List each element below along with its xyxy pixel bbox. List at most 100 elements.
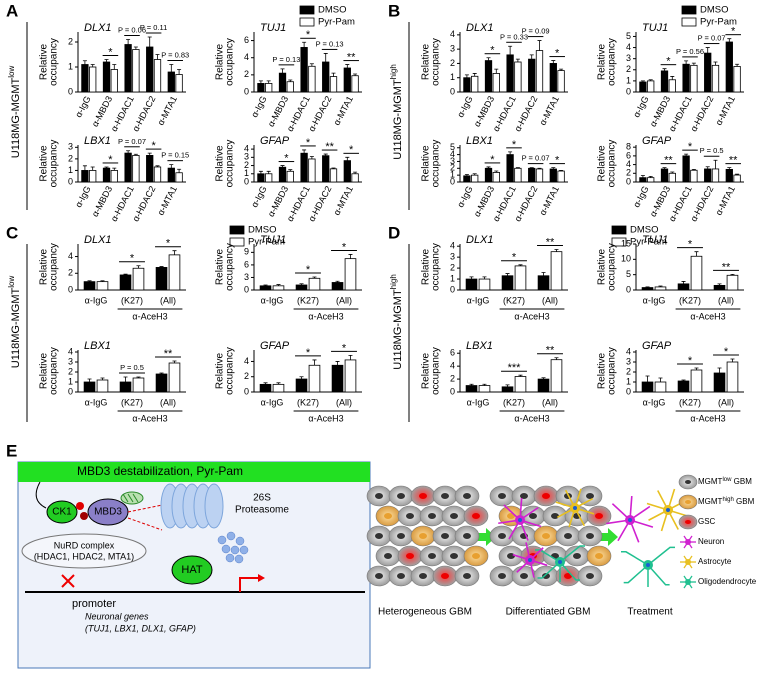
bar: [89, 170, 97, 183]
error-bar: [159, 372, 164, 374]
error-bar: [172, 250, 177, 255]
legend-label: Pyr-Pam: [318, 17, 355, 28]
nucleus: [595, 513, 603, 519]
y-axis-label: occupancy: [49, 347, 60, 395]
bar: [257, 83, 265, 93]
y-tick-label: 2: [244, 160, 249, 170]
y-axis-label: Relative: [39, 145, 50, 182]
y-tick-label: 2: [68, 268, 73, 278]
x-tick-label: α-IgG: [249, 94, 268, 119]
bar: [257, 173, 265, 183]
x-tick-label: α-IgG: [249, 184, 268, 209]
significance-label: ***: [508, 362, 522, 374]
error-bar: [87, 280, 92, 282]
bar: [535, 168, 544, 183]
error-bar: [133, 46, 138, 50]
x-tick-label: α-IgG: [455, 184, 474, 209]
error-bar: [486, 166, 491, 169]
y-tick-label: 6: [626, 150, 631, 160]
y-tick-label: 4: [450, 241, 455, 251]
y-axis-label: occupancy: [225, 347, 236, 395]
nucleus: [406, 513, 414, 519]
bar: [639, 177, 647, 183]
error-bar: [309, 156, 314, 159]
bar: [641, 287, 654, 291]
error-bar: [694, 367, 699, 370]
y-tick-label: 4: [244, 52, 249, 62]
x-tick-label: (All): [718, 397, 734, 407]
y-tick-label: 2: [626, 366, 631, 376]
y-tick-label: 0: [244, 176, 249, 186]
y-tick-label: 2: [626, 168, 631, 178]
y-tick-label: 4: [626, 346, 631, 356]
stage-label: Heterogeneous GBM: [378, 607, 472, 618]
bar: [484, 60, 493, 93]
significance-label: *: [724, 346, 729, 358]
error-bar: [133, 153, 138, 156]
bar: [639, 81, 647, 93]
cells: [366, 485, 690, 587]
error-bar: [276, 382, 281, 385]
legend-label: Pyr-Pam: [700, 17, 737, 28]
y-tick-label: 4: [626, 159, 631, 169]
error-bar: [735, 173, 740, 176]
legend-label: Astrocyte: [698, 557, 732, 566]
error-bar: [112, 64, 117, 70]
mbd3-label: MBD3: [94, 507, 122, 518]
genes-label: (TUJ1, LBX1, DLX1, GFAP): [85, 623, 196, 633]
process: [647, 546, 675, 566]
row-label: U118MG-MGMTlow: [7, 276, 22, 369]
significance-label: P = 0.33: [500, 32, 528, 41]
bar: [308, 277, 321, 291]
bar: [465, 278, 478, 291]
bar: [146, 155, 154, 183]
charts: AU118MG-MGMTlowBU118MG-MGMThighCU118MG-M…: [6, 1, 744, 423]
legend-suffix: GBM: [734, 497, 755, 506]
error-bar: [464, 74, 469, 78]
error-bar: [87, 378, 92, 382]
chart-title: LBX1: [84, 340, 111, 352]
y-tick-label: 4: [450, 149, 455, 159]
error-bar: [266, 80, 271, 84]
y-axis-label: Relative: [597, 353, 608, 390]
x-tick-label: α-IgG: [631, 94, 650, 119]
significance-label: P = 0.07: [698, 34, 726, 43]
bar: [110, 69, 118, 93]
error-bar: [691, 168, 696, 171]
nucleus: [428, 513, 436, 519]
x-tick-label: α-MTA1: [537, 184, 561, 217]
panel-letter: D: [388, 223, 400, 242]
bar: [501, 275, 514, 291]
significance-label: *: [151, 140, 156, 152]
legend-swatch: [611, 237, 627, 247]
significance-label: P = 0.09: [522, 27, 550, 36]
y-tick-label: 1: [450, 273, 455, 283]
x-tick-label: (All): [160, 397, 176, 407]
significance-label: *: [490, 154, 495, 166]
significance-label: **: [347, 51, 356, 63]
significance-label: **: [664, 155, 673, 167]
chart-title: LBX1: [84, 135, 111, 147]
x-tick-label: (All): [542, 397, 558, 407]
bar: [711, 168, 720, 183]
error-bar: [705, 166, 710, 169]
x-tick-label: (K27): [679, 397, 701, 407]
significance-label: *: [166, 238, 171, 250]
error-bar: [353, 73, 358, 76]
hat-label: HAT: [181, 564, 202, 576]
x-tick-label: (All): [542, 295, 558, 305]
legend-label: Neuron: [698, 537, 724, 546]
hat: [171, 555, 213, 585]
x-tick-label: (All): [718, 295, 734, 305]
x-tick-label: α-MTA1: [331, 94, 355, 127]
bar: [514, 61, 522, 93]
proteasome: [160, 483, 224, 529]
bar: [83, 281, 96, 291]
error-bar: [155, 54, 160, 60]
error-bar: [537, 167, 542, 169]
y-tick-label: 8: [626, 142, 631, 152]
significance-label: *: [306, 347, 311, 359]
x-tick-label: α-IgG: [467, 295, 490, 305]
promoter-label: promoter: [72, 598, 116, 610]
